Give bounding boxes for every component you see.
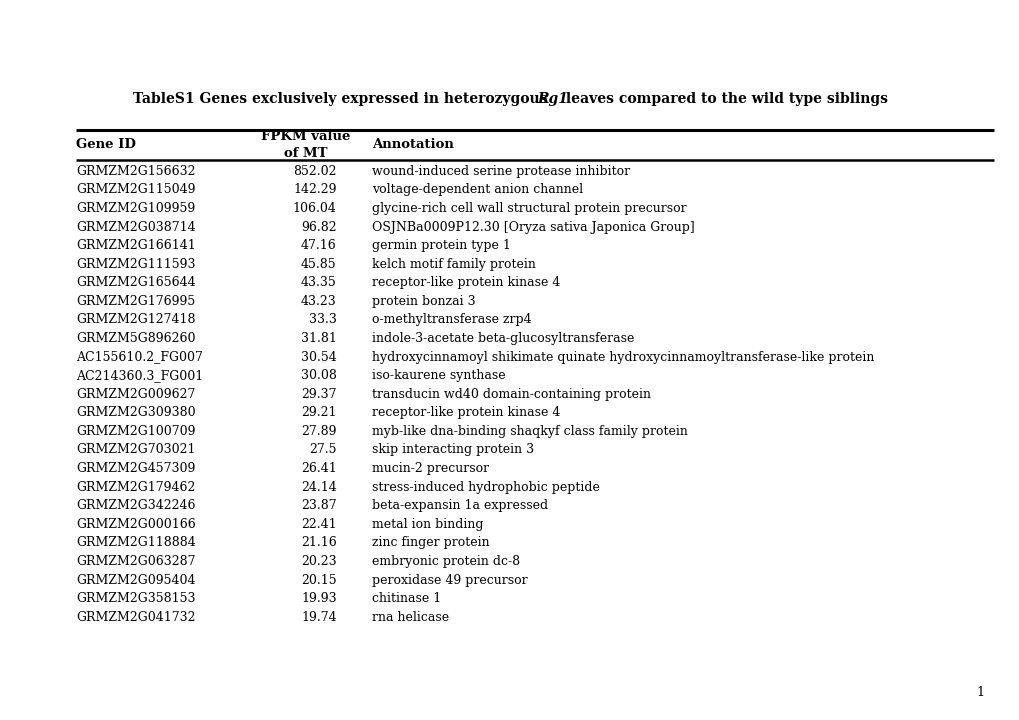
Text: GRMZM2G095404: GRMZM2G095404 — [76, 574, 196, 587]
Text: 852.02: 852.02 — [292, 165, 336, 178]
Text: of MT: of MT — [284, 147, 327, 160]
Text: 142.29: 142.29 — [292, 184, 336, 197]
Text: GRMZM2G038714: GRMZM2G038714 — [76, 220, 196, 233]
Text: 19.74: 19.74 — [301, 611, 336, 624]
Text: peroxidase 49 precursor: peroxidase 49 precursor — [372, 574, 528, 587]
Text: glycine-rich cell wall structural protein precursor: glycine-rich cell wall structural protei… — [372, 202, 686, 215]
Text: Gene ID: Gene ID — [76, 138, 137, 151]
Text: o-methyltransferase zrp4: o-methyltransferase zrp4 — [372, 313, 531, 326]
Text: GRMZM2G156632: GRMZM2G156632 — [76, 165, 196, 178]
Text: 45.85: 45.85 — [301, 258, 336, 271]
Text: 27.5: 27.5 — [309, 444, 336, 456]
Text: Annotation: Annotation — [372, 138, 453, 151]
Text: GRMZM2G009627: GRMZM2G009627 — [76, 388, 196, 401]
Text: GRMZM2G165644: GRMZM2G165644 — [76, 276, 196, 289]
Text: 33.3: 33.3 — [309, 313, 336, 326]
Text: 29.37: 29.37 — [301, 388, 336, 401]
Text: 20.23: 20.23 — [301, 555, 336, 568]
Text: 21.16: 21.16 — [301, 536, 336, 549]
Text: 23.87: 23.87 — [301, 499, 336, 512]
Text: GRMZM2G109959: GRMZM2G109959 — [76, 202, 196, 215]
Text: stress-induced hydrophobic peptide: stress-induced hydrophobic peptide — [372, 481, 599, 494]
Text: 31.81: 31.81 — [301, 332, 336, 345]
Text: myb-like dna-binding shaqkyf class family protein: myb-like dna-binding shaqkyf class famil… — [372, 425, 688, 438]
Text: GRMZM2G166141: GRMZM2G166141 — [76, 239, 196, 252]
Text: mucin-2 precursor: mucin-2 precursor — [372, 462, 489, 475]
Text: metal ion binding: metal ion binding — [372, 518, 483, 531]
Text: GRMZM2G115049: GRMZM2G115049 — [76, 184, 196, 197]
Text: 30.54: 30.54 — [301, 351, 336, 364]
Text: rna helicase: rna helicase — [372, 611, 449, 624]
Text: AC155610.2_FG007: AC155610.2_FG007 — [76, 351, 203, 364]
Text: kelch motif family protein: kelch motif family protein — [372, 258, 536, 271]
Text: germin protein type 1: germin protein type 1 — [372, 239, 511, 252]
Text: 26.41: 26.41 — [301, 462, 336, 475]
Text: embryonic protein dc-8: embryonic protein dc-8 — [372, 555, 520, 568]
Text: 47.16: 47.16 — [301, 239, 336, 252]
Text: GRMZM2G000166: GRMZM2G000166 — [76, 518, 196, 531]
Text: 22.41: 22.41 — [301, 518, 336, 531]
Text: GRMZM2G118884: GRMZM2G118884 — [76, 536, 196, 549]
Text: GRMZM2G309380: GRMZM2G309380 — [76, 406, 196, 419]
Text: GRMZM2G358153: GRMZM2G358153 — [76, 592, 196, 605]
Text: GRMZM2G041732: GRMZM2G041732 — [76, 611, 196, 624]
Text: 106.04: 106.04 — [292, 202, 336, 215]
Text: 27.89: 27.89 — [301, 425, 336, 438]
Text: receptor-like protein kinase 4: receptor-like protein kinase 4 — [372, 406, 560, 419]
Text: GRMZM5G896260: GRMZM5G896260 — [76, 332, 196, 345]
Text: receptor-like protein kinase 4: receptor-like protein kinase 4 — [372, 276, 560, 289]
Text: chitinase 1: chitinase 1 — [372, 592, 441, 605]
Text: GRMZM2G176995: GRMZM2G176995 — [76, 295, 196, 308]
Text: hydroxycinnamoyl shikimate quinate hydroxycinnamoyltransferase-like protein: hydroxycinnamoyl shikimate quinate hydro… — [372, 351, 874, 364]
Text: 29.21: 29.21 — [301, 406, 336, 419]
Text: indole-3-acetate beta-glucosyltransferase: indole-3-acetate beta-glucosyltransferas… — [372, 332, 634, 345]
Text: OSJNBa0009P12.30 [Oryza sativa Japonica Group]: OSJNBa0009P12.30 [Oryza sativa Japonica … — [372, 220, 694, 233]
Text: GRMZM2G703021: GRMZM2G703021 — [76, 444, 196, 456]
Text: 20.15: 20.15 — [301, 574, 336, 587]
Text: GRMZM2G063287: GRMZM2G063287 — [76, 555, 196, 568]
Text: 24.14: 24.14 — [301, 481, 336, 494]
Text: 96.82: 96.82 — [301, 220, 336, 233]
Text: voltage-dependent anion channel: voltage-dependent anion channel — [372, 184, 583, 197]
Text: GRMZM2G127418: GRMZM2G127418 — [76, 313, 196, 326]
Text: GRMZM2G179462: GRMZM2G179462 — [76, 481, 196, 494]
Text: GRMZM2G457309: GRMZM2G457309 — [76, 462, 196, 475]
Text: 43.23: 43.23 — [301, 295, 336, 308]
Text: AC214360.3_FG001: AC214360.3_FG001 — [76, 369, 204, 382]
Text: beta-expansin 1a expressed: beta-expansin 1a expressed — [372, 499, 548, 512]
Text: TableS1 Genes exclusively expressed in heterozygous: TableS1 Genes exclusively expressed in h… — [132, 92, 551, 107]
Text: leaves compared to the wild type siblings: leaves compared to the wild type sibling… — [560, 92, 887, 107]
Text: protein bonzai 3: protein bonzai 3 — [372, 295, 476, 308]
Text: 1: 1 — [975, 686, 983, 699]
Text: wound-induced serine protease inhibitor: wound-induced serine protease inhibitor — [372, 165, 630, 178]
Text: GRMZM2G111593: GRMZM2G111593 — [76, 258, 196, 271]
Text: GRMZM2G100709: GRMZM2G100709 — [76, 425, 196, 438]
Text: skip interacting protein 3: skip interacting protein 3 — [372, 444, 534, 456]
Text: 30.08: 30.08 — [301, 369, 336, 382]
Text: 43.35: 43.35 — [301, 276, 336, 289]
Text: zinc finger protein: zinc finger protein — [372, 536, 489, 549]
Text: transducin wd40 domain-containing protein: transducin wd40 domain-containing protei… — [372, 388, 651, 401]
Text: GRMZM2G342246: GRMZM2G342246 — [76, 499, 196, 512]
Text: FPKM value: FPKM value — [261, 130, 351, 143]
Text: 19.93: 19.93 — [301, 592, 336, 605]
Text: iso-kaurene synthase: iso-kaurene synthase — [372, 369, 505, 382]
Text: Rg1: Rg1 — [537, 92, 568, 107]
